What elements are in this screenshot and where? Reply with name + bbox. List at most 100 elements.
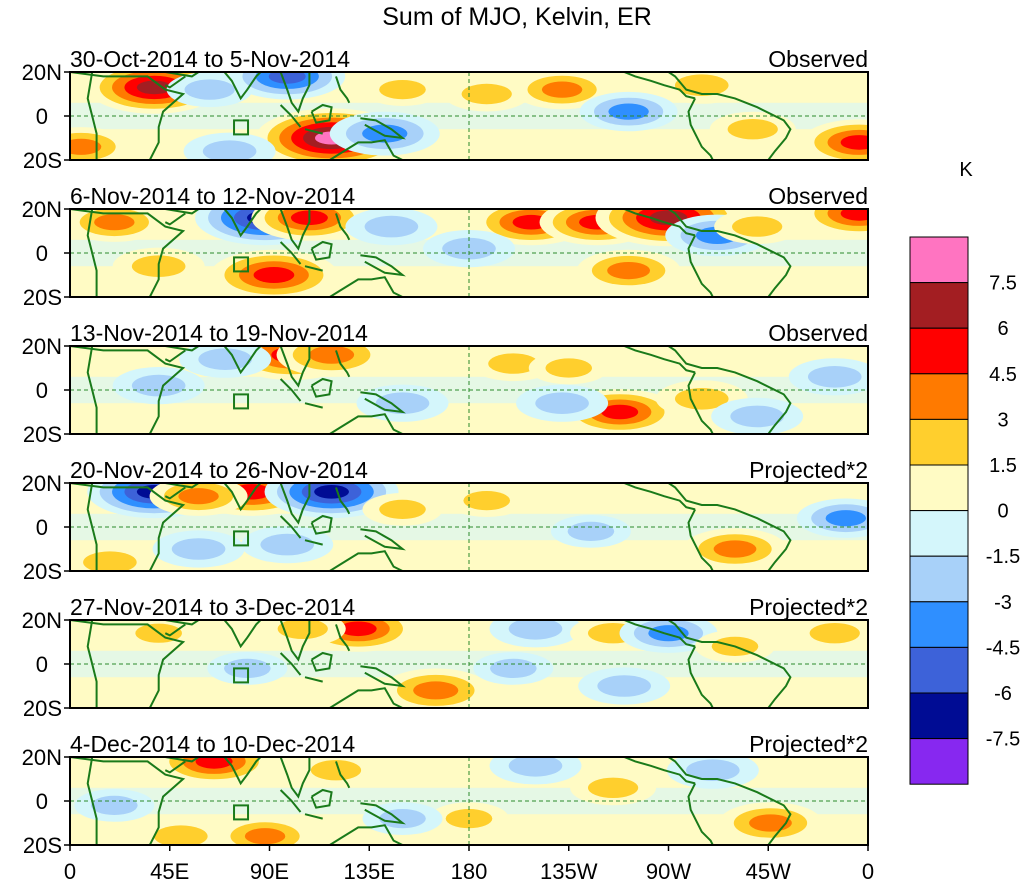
coastline [623, 620, 696, 648]
y-tick-label: 20S [23, 148, 62, 173]
anomaly-contour [202, 140, 257, 160]
coastline [687, 508, 714, 571]
region-box [233, 119, 250, 136]
coastline [667, 757, 792, 845]
anomaly-contour [508, 620, 563, 640]
panel-4: 20N 0 20S 20-Nov-2014 to 26-Nov-2014 Project… [22, 457, 869, 584]
colorbar-swatch [909, 646, 969, 694]
anomaly-contour [840, 135, 868, 150]
coastline [360, 528, 406, 551]
coastline [223, 620, 263, 649]
coastline [667, 346, 792, 434]
coastline [279, 483, 311, 525]
panel-5: 20N 0 20S 27-Nov-2014 to 3-Dec-2014 Projecte… [22, 594, 869, 721]
y-tick-label: 20N [22, 608, 62, 633]
coastline [279, 652, 302, 676]
anomaly-contour [277, 620, 328, 639]
anomaly-contour [535, 392, 589, 415]
coastline [164, 486, 186, 500]
colorbar: K 7.5 6 4.5 3 1.5 0 -1.5 -3 -4.5 -6 -7.5 [909, 159, 1020, 785]
colorbar-swatch [909, 555, 969, 603]
coastline [164, 623, 186, 637]
anomaly-contour [674, 388, 729, 410]
anomaly-contour [541, 81, 583, 98]
anomaly-contour [184, 79, 235, 100]
coastline [687, 645, 714, 708]
coastline [304, 539, 323, 546]
coastline [223, 757, 263, 786]
coastline [70, 483, 186, 571]
anomaly-contour [809, 623, 860, 644]
anomaly-contour [379, 80, 426, 100]
anomaly-contour [807, 366, 862, 388]
anomaly-contour [314, 485, 349, 499]
anomaly-contour [488, 353, 539, 374]
coastline [165, 209, 200, 215]
panel-3: 20N 0 20S 13-Nov-2014 to 19-Nov-2014 Observe… [22, 320, 869, 447]
y-tick-label: 0 [36, 652, 48, 677]
coastline [279, 378, 302, 402]
colorbar-tick-label: 6 [997, 318, 1008, 340]
colorbar-swatch [909, 236, 969, 284]
anomaly-contour [253, 267, 295, 283]
colorbar-swatch [909, 373, 969, 420]
coastline [335, 350, 351, 378]
coastline [335, 761, 351, 789]
anomaly-contour [732, 216, 783, 237]
anomaly-contour [587, 777, 639, 798]
coastline [164, 349, 186, 363]
anomaly-contour [171, 538, 226, 560]
colorbar-units: K [959, 159, 973, 181]
coastline [279, 515, 302, 539]
panel-2: 20N 0 20S 6-Nov-2014 to 12-Nov-2014 Observed [22, 183, 869, 310]
y-tick-label: 20N [22, 745, 62, 770]
anomaly-contour [413, 681, 459, 700]
anomaly-contour [461, 83, 512, 105]
anomaly-contour [154, 825, 208, 845]
coastline [223, 72, 263, 101]
chart-title: Sum of MJO, Kelvin, ER [382, 3, 652, 31]
colorbar-tick-label: -3 [994, 592, 1012, 614]
coastline [279, 757, 311, 799]
coastline [165, 72, 200, 78]
coastline [623, 346, 696, 374]
x-tick-label: 0 [862, 859, 874, 884]
anomaly-contour [730, 405, 784, 428]
coastline [687, 371, 714, 434]
colorbar-swatch [909, 738, 969, 785]
coastline [687, 234, 714, 297]
coastline [667, 72, 792, 160]
y-tick-label: 20S [23, 422, 62, 447]
coastline [70, 757, 186, 845]
panels: 20N 0 20S 30-Oct-2014 to 5-Nov-2014 Observed… [22, 46, 869, 858]
anomaly-contour [94, 214, 135, 231]
coastline [623, 72, 696, 100]
coastline [165, 346, 200, 352]
coastline [335, 487, 351, 515]
coastline [165, 620, 200, 626]
y-tick-label: 20N [22, 471, 62, 496]
panel-date-range: 6-Nov-2014 to 12-Nov-2014 [70, 183, 355, 209]
coastline [327, 276, 403, 297]
anomaly-contour [608, 103, 649, 120]
panel-date-range: 30-Oct-2014 to 5-Nov-2014 [70, 46, 350, 72]
colorbar-swatch [909, 418, 969, 466]
anomaly-contour [601, 404, 639, 420]
coastline [223, 346, 263, 375]
colorbar-tick-label: 1.5 [989, 455, 1017, 477]
region-box [233, 530, 250, 547]
x-axis: 0 45E 90E 135E 180 135W 90W 45W 0 [64, 845, 874, 884]
colorbar-swatch [909, 692, 969, 740]
coastline [304, 265, 323, 272]
coastline [360, 665, 406, 688]
coastline [623, 483, 696, 511]
coastline [310, 788, 333, 809]
y-tick-label: 20N [22, 334, 62, 359]
panel-date-range: 4-Dec-2014 to 10-Dec-2014 [70, 731, 355, 757]
anomaly-contour [91, 795, 138, 816]
coastline [279, 241, 302, 265]
coastline [623, 757, 696, 785]
coastline [279, 620, 311, 662]
coastline [164, 75, 186, 89]
coastline [667, 620, 792, 708]
